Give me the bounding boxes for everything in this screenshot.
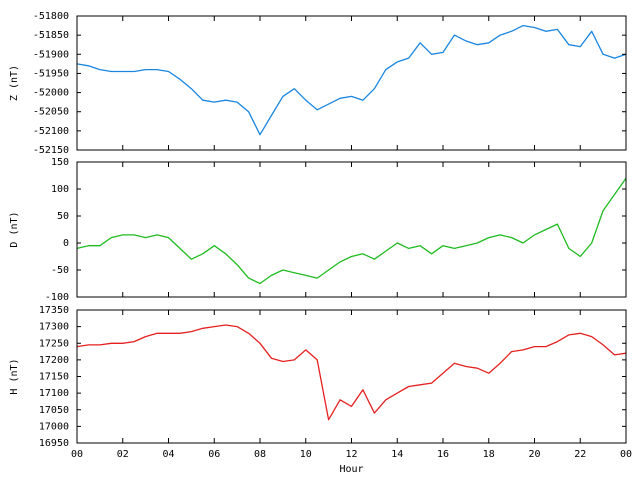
y-tick-label: -52150 <box>33 145 69 156</box>
x-tick-label: 20 <box>528 449 540 460</box>
y-tick-label: -52000 <box>33 88 69 99</box>
y-tick-label: -51900 <box>33 49 69 60</box>
y-tick-label: -51950 <box>33 68 69 79</box>
panel-frame <box>76 161 627 298</box>
y-tick-label: -52100 <box>33 126 69 137</box>
x-tick-label: 22 <box>574 449 586 460</box>
y-tick-label: -52050 <box>33 107 69 118</box>
y-tick-label: 17000 <box>39 421 69 432</box>
y-tick-label: 100 <box>51 184 69 195</box>
y-tick-label: 17150 <box>39 372 69 383</box>
x-tick-label: 14 <box>391 449 403 460</box>
y-tick-label: 50 <box>57 211 69 222</box>
x-tick-label: 12 <box>345 449 357 460</box>
trace <box>76 324 627 421</box>
x-axis-label: Hour <box>339 464 363 475</box>
x-tick-label: 00 <box>620 449 632 460</box>
x-tick-label: 16 <box>437 449 449 460</box>
y-tick-label: 150 <box>51 157 69 168</box>
x-tick-label: 08 <box>254 449 266 460</box>
y-tick-label: 17050 <box>39 405 69 416</box>
x-tick-label: 10 <box>300 449 312 460</box>
y-tick-label: -51800 <box>33 11 69 22</box>
y-tick-label: -100 <box>45 292 69 303</box>
x-tick-label: 18 <box>483 449 495 460</box>
panel-frame <box>76 309 627 444</box>
x-tick-label: 00 <box>71 449 83 460</box>
panel-frame <box>76 15 627 151</box>
y-tick-label: 17350 <box>39 305 69 316</box>
y-tick-label: 17200 <box>39 355 69 366</box>
y-tick-label: -51850 <box>33 30 69 41</box>
x-tick-label: 06 <box>208 449 220 460</box>
y-tick-label: 17300 <box>39 322 69 333</box>
y-axis-label: Z (nT) <box>9 65 20 101</box>
trace <box>76 24 627 136</box>
y-tick-label: -50 <box>51 265 69 276</box>
y-tick-label: 17250 <box>39 338 69 349</box>
trace <box>76 177 627 285</box>
y-tick-label: 16950 <box>39 438 69 449</box>
y-axis-label: H (nT) <box>9 358 20 394</box>
y-axis-label: D (nT) <box>9 211 20 247</box>
y-tick-label: 0 <box>63 238 69 249</box>
y-tick-label: 17100 <box>39 388 69 399</box>
x-tick-label: 02 <box>117 449 129 460</box>
x-tick-label: 04 <box>162 449 174 460</box>
